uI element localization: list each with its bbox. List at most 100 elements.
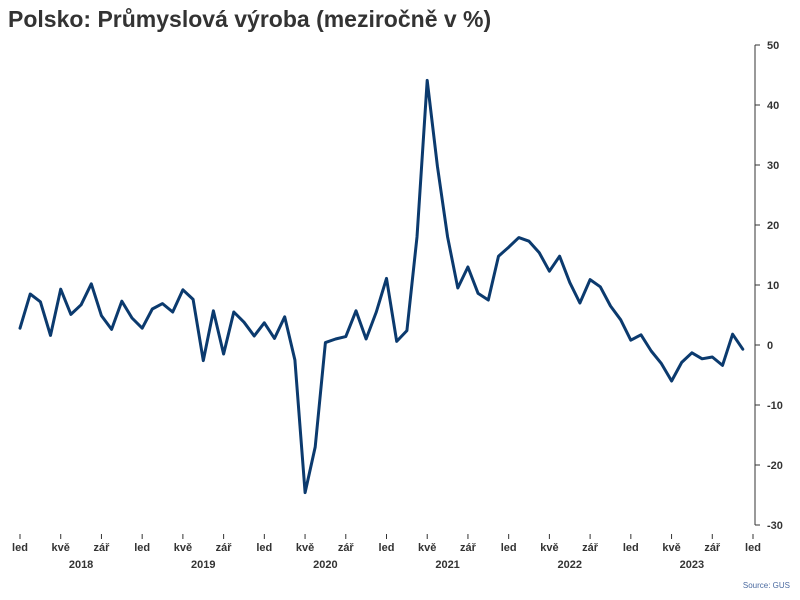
data-point [89, 282, 93, 286]
data-point [161, 302, 165, 306]
data-point [313, 445, 317, 449]
data-point [385, 276, 389, 280]
data-point [670, 379, 674, 383]
data-point [680, 360, 684, 364]
data-point [639, 333, 643, 337]
data-point [741, 347, 745, 351]
data-point [150, 307, 154, 311]
chart-title: Polsko: Průmyslová výroba (meziročně v %… [8, 6, 492, 32]
data-point [415, 235, 419, 239]
data-point [629, 338, 633, 342]
data-point [659, 362, 663, 366]
data-point [496, 254, 500, 258]
data-point [334, 337, 338, 341]
x-tick-label: led [623, 542, 639, 554]
x-tick-label: led [379, 542, 395, 554]
data-point [720, 363, 724, 367]
data-point [354, 309, 358, 313]
x-year-label: 2023 [680, 559, 704, 571]
source-note: Source: GUS [742, 581, 790, 590]
data-point [558, 254, 562, 258]
series-line [18, 78, 745, 495]
data-point [130, 316, 134, 320]
x-tick-label: zář [582, 542, 599, 554]
data-point [201, 359, 205, 363]
data-point [568, 281, 572, 285]
x-tick-label: kvě [52, 542, 70, 554]
x-year-label: 2021 [435, 559, 459, 571]
data-point [588, 278, 592, 282]
data-point [374, 310, 378, 314]
data-point [323, 341, 327, 345]
data-point [690, 351, 694, 355]
x-year-label: 2019 [191, 559, 215, 571]
y-tick-label: 40 [767, 100, 779, 112]
data-point [99, 314, 103, 318]
y-tick-label: -20 [767, 460, 783, 472]
data-point [527, 239, 531, 243]
data-point [232, 310, 236, 314]
x-year-label: 2018 [69, 559, 93, 571]
data-point [191, 297, 195, 301]
data-point [293, 358, 297, 362]
y-tick-label: 20 [767, 220, 779, 232]
y-tick-label: -30 [767, 520, 783, 532]
data-point [425, 78, 429, 82]
data-point [79, 303, 83, 307]
data-point [49, 333, 53, 337]
data-point [171, 310, 175, 314]
x-tick-label: led [12, 542, 28, 554]
data-point [598, 285, 602, 289]
data-point [262, 321, 266, 325]
x-tick-label: kvě [296, 542, 314, 554]
data-point [446, 235, 450, 239]
data-point [140, 326, 144, 330]
data-point [38, 300, 42, 304]
y-tick-label: 50 [767, 40, 779, 52]
y-tick-label: -10 [767, 400, 783, 412]
x-tick-label: zář [460, 542, 477, 554]
data-point [649, 349, 653, 353]
data-point [486, 298, 490, 302]
x-tick-label: zář [704, 542, 721, 554]
data-point [537, 251, 541, 255]
data-point [69, 312, 73, 316]
data-point [283, 315, 287, 319]
data-point [700, 357, 704, 361]
data-point [344, 335, 348, 339]
x-tick-label: kvě [662, 542, 680, 554]
y-tick-label: 30 [767, 160, 779, 172]
data-point [456, 286, 460, 290]
x-axis: led kvě zář led kvě zář led kvě zář led kvě zář led k… [12, 534, 761, 571]
data-point [211, 309, 215, 313]
x-tick-label: led [134, 542, 150, 554]
data-point [731, 332, 735, 336]
data-point [222, 352, 226, 356]
x-tick-label: kvě [418, 542, 436, 554]
x-tick-label: kvě [540, 542, 558, 554]
data-point [395, 339, 399, 343]
data-point [547, 269, 551, 273]
x-tick-label: zář [216, 542, 233, 554]
data-point [28, 292, 32, 296]
data-point [59, 287, 63, 291]
data-point [405, 329, 409, 333]
series-layer [18, 78, 745, 495]
data-point [710, 355, 714, 359]
x-tick-label: led [745, 542, 761, 554]
x-tick-label: zář [93, 542, 110, 554]
y-tick-label: 10 [767, 280, 779, 292]
x-tick-label: zář [338, 542, 355, 554]
data-point [181, 288, 185, 292]
data-point [619, 318, 623, 322]
data-point [517, 236, 521, 240]
data-point [435, 164, 439, 168]
x-year-label: 2020 [313, 559, 337, 571]
data-point [578, 301, 582, 305]
x-tick-label: kvě [174, 542, 192, 554]
x-tick-label: led [501, 542, 517, 554]
y-tick-label: 0 [767, 340, 773, 352]
data-point [507, 245, 511, 249]
x-year-label: 2022 [558, 559, 582, 571]
